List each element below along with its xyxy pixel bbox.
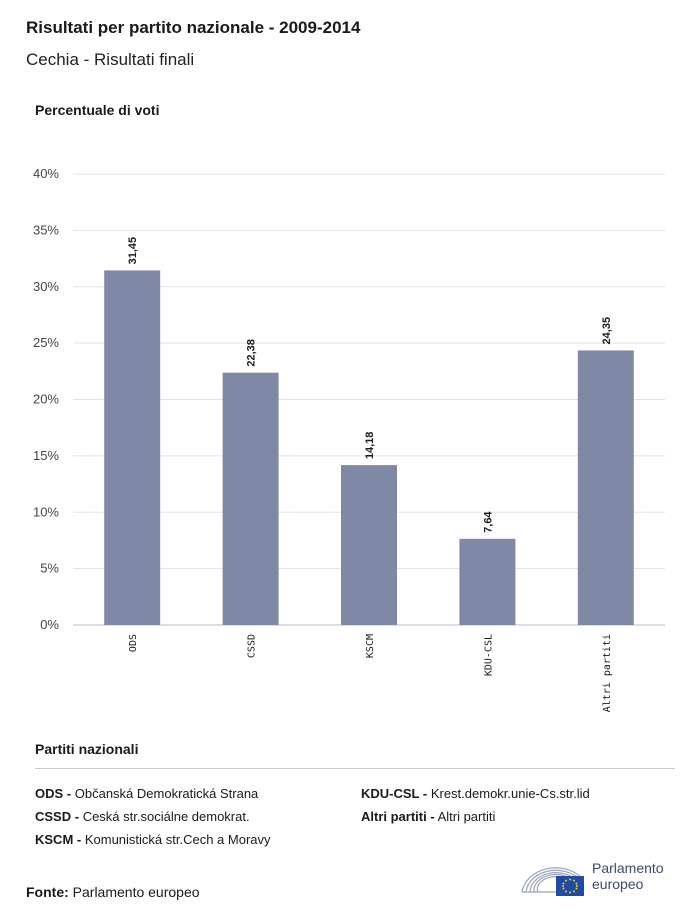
legend-code: KDU-CSL - [361,786,428,801]
y-tick-label: 25% [33,335,59,350]
x-tick-label: CSSD [247,634,258,658]
legend-code: Altri partiti - [361,809,435,824]
legend-item-altri-partiti: Altri partiti - Altri partiti [361,809,495,824]
data-label: 14,18 [364,432,376,460]
legend-code: ODS - [35,786,72,801]
bar [222,372,279,625]
source-note: Fonte: Parlamento europeo [26,884,200,900]
y-axis-label: Percentuale di voti [35,102,160,118]
legend-item-ods: ODS - Občanská Demokratická Strana [35,786,258,801]
data-label: 22,38 [246,339,258,367]
y-tick-label: 0% [40,617,59,632]
data-label: 31,45 [127,237,139,265]
x-tick-label: ODS [128,634,139,652]
y-tick-label: 15% [33,448,59,463]
legend-code: CSSD - [35,809,80,824]
hemicycle-eu-flag-icon [521,867,584,896]
legend-divider [35,768,675,769]
legend-code: KSCM - [35,832,82,847]
legend-heading: Partiti nazionali [35,741,139,757]
y-tick-label: 10% [33,504,59,519]
x-tick-label: KSCM [365,634,376,658]
data-label: 7,64 [482,511,494,533]
source-label: Fonte: [26,884,69,900]
x-tick-label: Altri partiti [602,634,613,712]
y-tick-label: 30% [33,279,59,294]
bar [104,270,161,625]
bar [577,350,634,625]
source-value: Parlamento europeo [72,884,200,900]
legend-item-kdu-csl: KDU-CSL - Krest.demokr.unie-Cs.str.lid [361,786,590,801]
y-tick-label: 35% [33,222,59,237]
legend-item-cssd: CSSD - Ceská str.sociálne demokrat. [35,809,250,824]
parliament-logo: Parlamento europeo [520,858,680,900]
chart-subtitle: Cechia - Risultati finali [26,50,195,69]
legend-name: Komunistická str.Cech a Moravy [84,832,271,847]
bar-chart: 0% 5% 10% 15% 20% 25% 30% 35% 40% 31,45 ODS 22,38 CS… [33,166,665,712]
y-tick-label: 20% [33,392,59,407]
bar [459,538,516,625]
legend-item-kscm: KSCM - Komunistická str.Cech a Moravy [35,832,271,847]
y-tick-label: 40% [33,166,59,181]
legend-name: Ceská str.sociálne demokrat. [82,809,250,824]
legend-name: Občanská Demokratická Strana [74,786,259,801]
legend-name: Altri partiti [437,809,496,824]
logo-line2: europeo [592,876,644,892]
y-tick-label: 5% [40,561,59,576]
data-label: 24,35 [601,317,613,345]
x-tick-label: KDU-CSL [483,634,494,676]
chart-title: Risultati per partito nazionale - 2009-2… [26,18,361,37]
logo-line1: Parlamento [592,860,664,876]
legend-name: Krest.demokr.unie-Cs.str.lid [430,786,590,801]
bar [341,465,397,625]
